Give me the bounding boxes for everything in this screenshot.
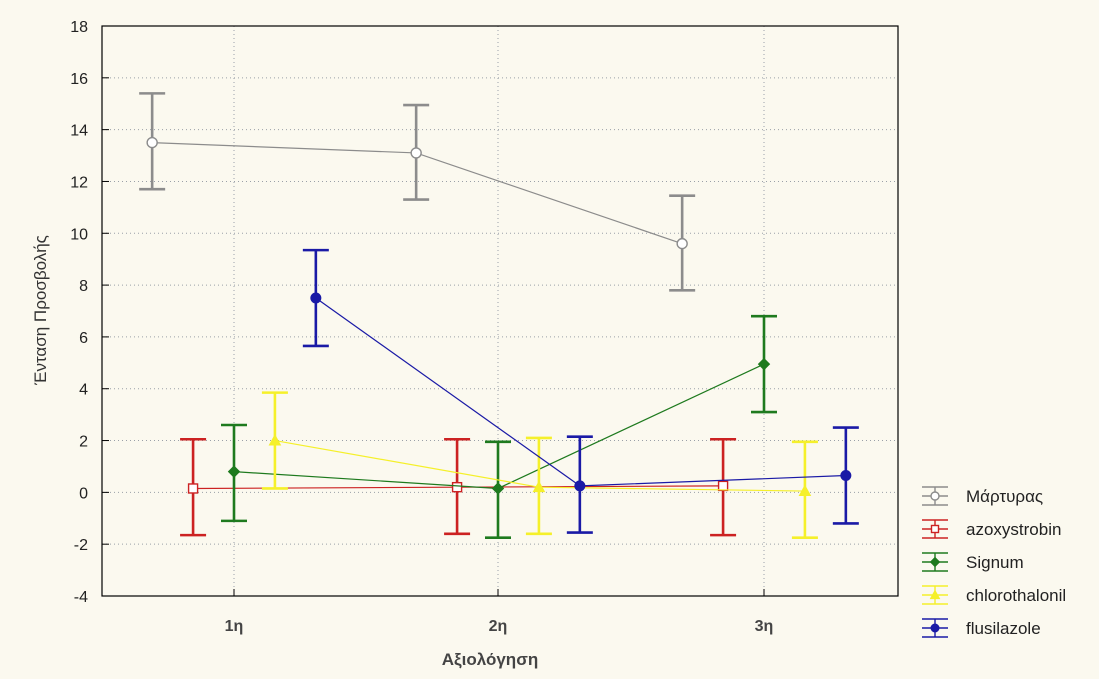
y-tick-label: 2 — [79, 434, 88, 451]
y-tick-label: 14 — [70, 123, 88, 140]
point-marker — [532, 480, 546, 493]
legend-label: flusilazole — [966, 619, 1041, 638]
point-marker — [187, 483, 199, 494]
point-marker — [146, 136, 158, 149]
y-tick-label: 16 — [70, 71, 88, 88]
legend-label: Signum — [966, 553, 1024, 572]
point-marker — [451, 481, 463, 493]
legend-item-2: Signum — [922, 552, 1024, 572]
x-axis: 1η 2η 3η — [225, 589, 774, 635]
legend-label: Μάρτυρας — [966, 487, 1043, 506]
plot-area — [101, 25, 899, 597]
series-0 — [139, 92, 696, 292]
series-3 — [261, 391, 818, 540]
point-marker — [717, 480, 729, 492]
legend-item-3: chlorothalonil — [922, 585, 1066, 605]
point-marker — [930, 623, 940, 633]
legend: Μάρτυρας azoxystrobin Signum chlorothalonil… — [922, 486, 1066, 638]
x-tick-label: 3η — [755, 618, 774, 635]
y-tick-label: -4 — [74, 589, 88, 606]
y-tick-label: 10 — [70, 226, 88, 243]
point-marker — [491, 482, 505, 495]
legend-label: azoxystrobin — [966, 520, 1061, 539]
point-marker — [574, 480, 586, 492]
point-marker — [757, 357, 771, 371]
y-tick-label: 18 — [70, 19, 88, 36]
point-marker — [929, 556, 941, 568]
legend-item-1: azoxystrobin — [922, 519, 1061, 539]
series-2 — [221, 314, 777, 540]
point-marker — [268, 434, 282, 446]
point-marker — [930, 491, 940, 501]
y-tick-label: 0 — [79, 485, 88, 502]
legend-item-0: Μάρτυρας — [922, 486, 1043, 506]
point-marker — [840, 470, 852, 482]
point-marker — [798, 484, 812, 496]
x-tick-label: 1η — [225, 618, 244, 635]
y-tick-label: -2 — [74, 537, 88, 554]
point-marker — [930, 524, 940, 534]
point-marker — [310, 292, 322, 304]
series-layer — [139, 92, 859, 540]
point-marker — [676, 237, 688, 250]
y-tick-label: 4 — [79, 382, 88, 399]
series-4 — [302, 248, 859, 534]
y-tick-label: 8 — [79, 278, 88, 295]
legend-item-4: flusilazole — [922, 618, 1041, 638]
x-tick-label: 2η — [489, 618, 508, 635]
x-axis-title: Αξιολόγηση — [442, 650, 538, 669]
y-tick-label: 12 — [70, 174, 88, 191]
point-marker — [227, 465, 241, 478]
point-marker — [929, 589, 941, 600]
y-tick-label: 6 — [79, 330, 88, 347]
point-marker — [410, 147, 422, 159]
y-axis: -4 -2 0 2 4 6 8 10 12 14 16 18 — [70, 19, 109, 606]
y-axis-title: Ένταση Προσβολής — [31, 235, 50, 386]
grid — [102, 26, 898, 596]
legend-label: chlorothalonil — [966, 586, 1066, 605]
